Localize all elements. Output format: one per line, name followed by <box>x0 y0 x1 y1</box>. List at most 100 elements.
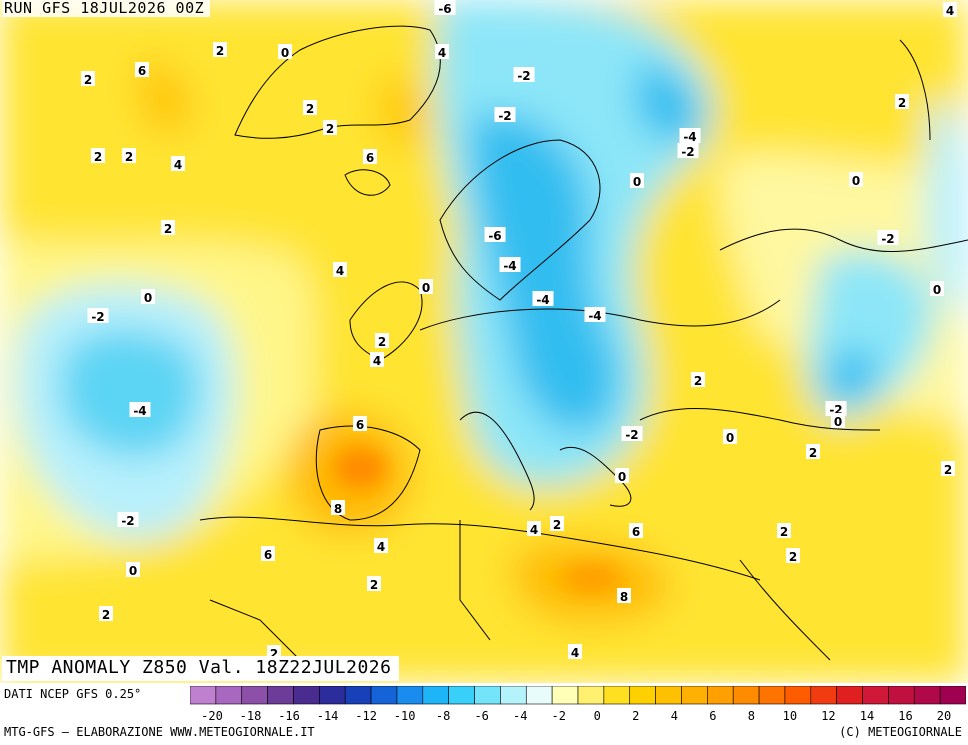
scale-swatch <box>396 686 424 705</box>
contour-label: -4 <box>532 291 554 307</box>
scale-swatch <box>319 686 346 705</box>
contour-label: 2 <box>99 606 113 622</box>
svg-text:0: 0 <box>144 291 152 305</box>
contour-label: 2 <box>213 42 227 58</box>
scale-tick-label: -2 <box>552 709 566 723</box>
contour-label: 2 <box>81 71 95 87</box>
svg-text:6: 6 <box>632 525 640 539</box>
scale-swatch <box>810 686 837 705</box>
svg-text:-2: -2 <box>121 514 134 528</box>
scale-swatch <box>862 686 889 705</box>
contour-label: -6 <box>484 227 506 243</box>
scale-swatch <box>836 686 863 705</box>
scale-swatch <box>888 686 915 705</box>
scale-swatch <box>603 686 631 705</box>
contour-label: 4 <box>333 262 347 278</box>
svg-text:4: 4 <box>174 158 182 172</box>
contour-label: 4 <box>568 644 582 660</box>
svg-text:4: 4 <box>377 540 385 554</box>
scale-swatch <box>422 686 449 705</box>
scale-swatch <box>758 686 786 705</box>
scale-swatch <box>655 686 682 705</box>
contour-label: 2 <box>941 461 955 477</box>
scale-tick-label: 10 <box>783 709 797 723</box>
svg-text:-4: -4 <box>503 259 516 273</box>
scale-tick-label: -8 <box>436 709 450 723</box>
svg-text:6: 6 <box>366 151 374 165</box>
contour-label: 6 <box>629 523 643 539</box>
contour-labels: -6 462 0 42 -222-222 24 6-4-20 02 -6 -24 -40 00 -4-2… <box>81 0 957 661</box>
contour-label: 0 <box>419 279 433 295</box>
svg-text:0: 0 <box>633 175 641 189</box>
svg-text:-4: -4 <box>683 130 696 144</box>
scale-swatch <box>681 686 708 705</box>
scale-swatch <box>784 686 812 705</box>
svg-text:4: 4 <box>946 4 954 18</box>
scale-tick-label: -20 <box>201 709 223 723</box>
contour-label: 6 <box>363 149 377 165</box>
contour-label: -2 <box>494 107 516 123</box>
scale-tick-label: 0 <box>594 709 601 723</box>
svg-text:-4: -4 <box>133 404 146 418</box>
svg-text:-2: -2 <box>517 69 530 83</box>
scale-swatch <box>577 686 605 705</box>
scale-tick-label: -12 <box>355 709 377 723</box>
contour-label: 2 <box>550 516 564 532</box>
svg-text:2: 2 <box>84 73 92 87</box>
svg-text:2: 2 <box>789 550 797 564</box>
contour-label: -2 <box>513 67 535 83</box>
contour-label: -4 <box>679 128 701 144</box>
contour-label: 0 <box>126 562 140 578</box>
svg-text:8: 8 <box>620 590 628 604</box>
run-label: RUN GFS 18JUL2026 00Z <box>2 0 211 17</box>
contour-label: 2 <box>806 444 820 460</box>
credit-right: (C) METEOGIORNALE <box>839 725 962 739</box>
contour-label: 0 <box>630 173 644 189</box>
scale-tick-label: -16 <box>278 709 300 723</box>
svg-text:0: 0 <box>618 470 626 484</box>
scale-tick-label: 8 <box>748 709 755 723</box>
contour-label: 2 <box>161 220 175 236</box>
contour-label: -2 <box>677 143 699 159</box>
svg-text:-2: -2 <box>498 109 511 123</box>
contour-label: 6 <box>135 62 149 78</box>
scale-tick-label: -4 <box>513 709 527 723</box>
svg-text:-4: -4 <box>536 293 549 307</box>
contour-label: 0 <box>278 44 292 60</box>
contour-label: 2 <box>375 333 389 349</box>
contour-label: 2 <box>367 576 381 592</box>
svg-text:4: 4 <box>336 264 344 278</box>
contour-label: 8 <box>331 500 345 516</box>
scale-swatch <box>707 686 734 705</box>
color-scale: -20 -18 -16 -14 -12 -10 -8 -6 -4 -2 0 2 4 6 8 10 12 14 16 2… <box>190 686 966 723</box>
svg-text:0: 0 <box>933 283 941 297</box>
svg-text:0: 0 <box>129 564 137 578</box>
svg-text:4: 4 <box>571 646 579 660</box>
svg-text:2: 2 <box>944 463 952 477</box>
scale-swatch <box>344 686 372 705</box>
svg-text:2: 2 <box>125 150 133 164</box>
contour-label: 2 <box>895 94 909 110</box>
svg-text:2: 2 <box>270 647 278 661</box>
svg-text:-6: -6 <box>488 229 501 243</box>
svg-text:0: 0 <box>852 174 860 188</box>
contour-label: 4 <box>374 538 388 554</box>
contour-label: 0 <box>849 172 863 188</box>
map-title: TMP ANOMALY Z850 Val. 18Z22JUL2026 <box>2 656 400 681</box>
svg-text:-2: -2 <box>91 310 104 324</box>
scale-tick-label: 4 <box>671 709 678 723</box>
svg-text:6: 6 <box>356 418 364 432</box>
contour-label: 2 <box>91 148 105 164</box>
scale-swatch <box>525 686 553 705</box>
scale-swatch <box>215 686 243 705</box>
scale-swatch <box>500 686 527 705</box>
contour-label: -6 <box>434 0 456 16</box>
svg-text:2: 2 <box>216 44 224 58</box>
scale-tick-label: 6 <box>709 709 716 723</box>
anomaly-field <box>0 0 968 683</box>
svg-text:2: 2 <box>94 150 102 164</box>
contour-label: 0 <box>831 413 845 429</box>
svg-text:6: 6 <box>264 548 272 562</box>
svg-text:2: 2 <box>370 578 378 592</box>
contour-label: 0 <box>141 289 155 305</box>
